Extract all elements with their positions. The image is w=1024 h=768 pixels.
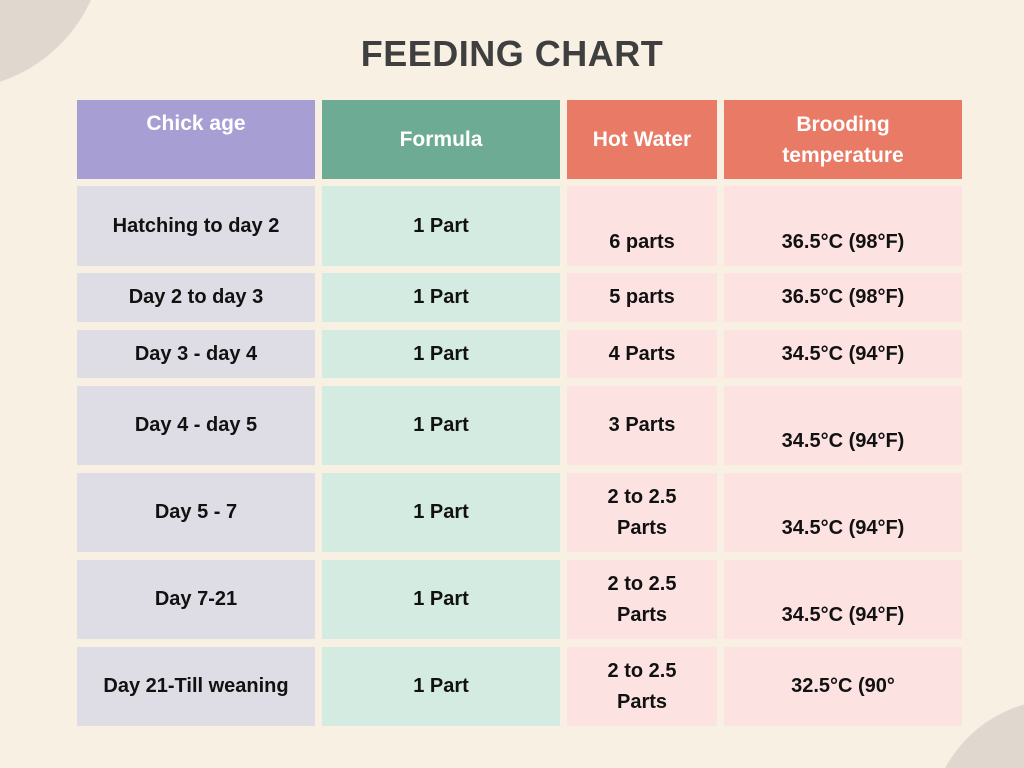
- decorative-circle-top-left: [0, 0, 105, 90]
- cell-chick-age: Day 4 - day 5: [77, 386, 315, 465]
- cell-chick-age: Day 2 to day 3: [77, 273, 315, 322]
- cell-formula: 1 Part: [322, 647, 560, 726]
- cell-chick-age: Day 7-21: [77, 560, 315, 639]
- cell-formula: 1 Part: [322, 473, 560, 552]
- cell-hot-water: 3 Parts: [567, 386, 717, 465]
- header-formula: Formula: [322, 100, 560, 179]
- cell-hot-water: 4 Parts: [567, 330, 717, 378]
- header-hot-water: Hot Water: [567, 100, 717, 179]
- page-title: FEEDING CHART: [360, 33, 664, 74]
- cell-hot-water: 2 to 2.5 Parts: [567, 473, 717, 552]
- cell-formula: 1 Part: [322, 186, 560, 266]
- cell-chick-age: Hatching to day 2: [77, 186, 315, 266]
- cell-hot-water: 5 parts: [567, 273, 717, 322]
- cell-hot-water: 2 to 2.5 Parts: [567, 560, 717, 639]
- cell-brooding-temperature: 34.5°C (94°F): [724, 330, 962, 378]
- cell-hot-water: 2 to 2.5 Parts: [567, 647, 717, 726]
- cell-chick-age: Day 3 - day 4: [77, 330, 315, 378]
- cell-brooding-temperature: 36.5°C (98°F): [724, 186, 962, 266]
- cell-formula: 1 Part: [322, 386, 560, 465]
- cell-formula: 1 Part: [322, 330, 560, 378]
- header-brooding-temperature: Brooding temperature: [724, 100, 962, 179]
- cell-brooding-temperature: 36.5°C (98°F): [724, 273, 962, 322]
- cell-chick-age: Day 5 - 7: [77, 473, 315, 552]
- cell-brooding-temperature: 34.5°C (94°F): [724, 560, 962, 639]
- cell-chick-age: Day 21-Till weaning: [77, 647, 315, 726]
- cell-hot-water: 6 parts: [567, 186, 717, 266]
- header-chick-age: Chick age: [77, 100, 315, 179]
- cell-brooding-temperature: 32.5°C (90°: [724, 647, 962, 726]
- cell-formula: 1 Part: [322, 560, 560, 639]
- cell-brooding-temperature: 34.5°C (94°F): [724, 386, 962, 465]
- cell-formula: 1 Part: [322, 273, 560, 322]
- cell-brooding-temperature: 34.5°C (94°F): [724, 473, 962, 552]
